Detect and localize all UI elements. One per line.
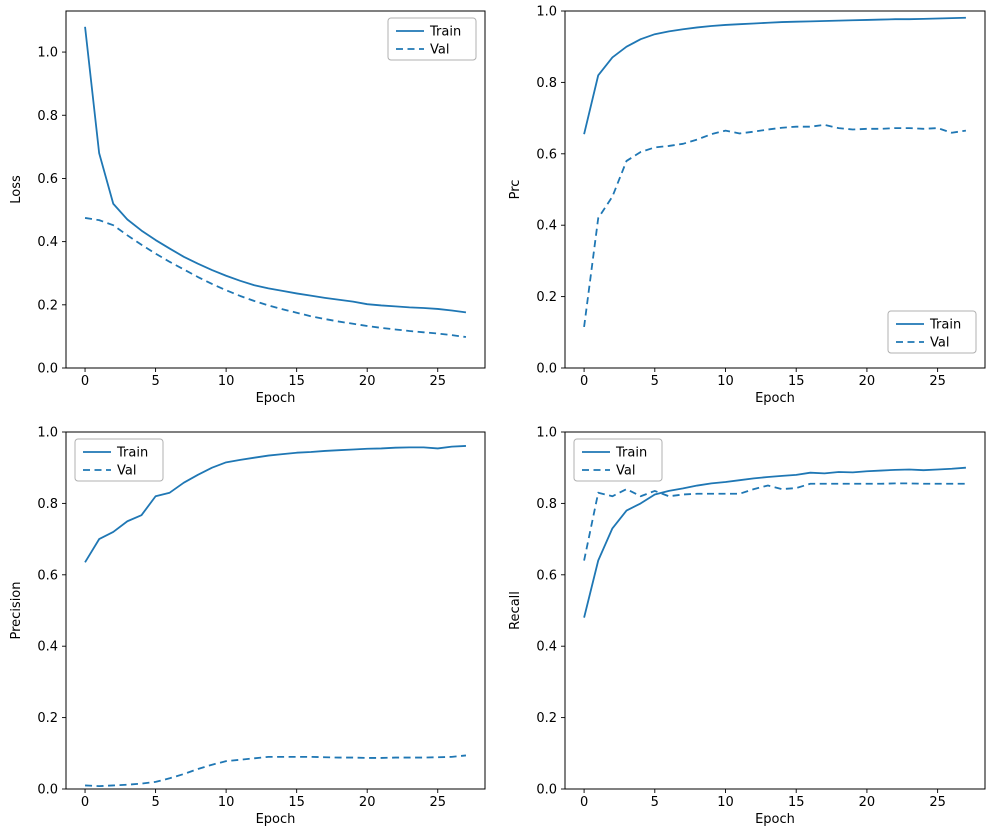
prc-ylabel: Prc	[508, 180, 523, 200]
prc-xtick-label: 0	[580, 374, 588, 389]
loss-plot-frame	[65, 10, 486, 369]
loss-ytick-label: 0.8	[37, 109, 58, 124]
loss-legend: Train Val	[387, 17, 477, 61]
recall-legend: Train Val	[573, 438, 663, 482]
recall-ylabel: Recall	[508, 591, 523, 630]
precision-train-line	[84, 445, 466, 563]
recall-xtick-label: 15	[788, 795, 805, 810]
precision-ytick-label: 0.0	[37, 783, 58, 798]
precision-ytick-label: 0.2	[37, 711, 58, 726]
prc-ytick-label: 0.0	[536, 362, 557, 377]
prc-legend-val-label: Val	[930, 336, 949, 351]
prc-xtick-label: 15	[788, 374, 805, 389]
precision-ytick-label: 0.8	[37, 497, 58, 512]
precision-ytick-label: 0.4	[37, 640, 58, 655]
recall-xlabel: Epoch	[755, 812, 795, 827]
loss-xtick-label: 5	[151, 374, 159, 389]
recall-plot-frame	[564, 431, 986, 790]
loss-ytick-label: 0.6	[37, 172, 58, 187]
recall-ytick-label: 0.0	[536, 783, 557, 798]
precision-legend: Train Val	[74, 438, 164, 482]
loss-ytick-label: 0.2	[37, 298, 58, 313]
prc-ytick-label: 0.2	[536, 290, 557, 305]
recall-ytick-label: 0.6	[536, 568, 557, 583]
recall-xtick-label: 5	[651, 795, 659, 810]
prc-legend: Train Val	[887, 310, 977, 354]
loss-val-line	[84, 217, 467, 338]
precision-xtick-label: 5	[151, 795, 159, 810]
precision-ytick-label: 1.0	[37, 426, 58, 441]
prc-ytick-label: 0.4	[536, 219, 557, 234]
chart-loss: 0 5 10 15 20 25 0.0 0.2 0.4 0.6 0.8 1.0 Epoch Loss Tra…	[9, 10, 486, 406]
recall-legend-train-label: Train	[615, 446, 647, 461]
precision-xtick-label: 25	[429, 795, 446, 810]
recall-val-line	[583, 482, 966, 561]
recall-xtick-label: 10	[717, 795, 734, 810]
prc-ytick-label: 0.6	[536, 147, 557, 162]
loss-ytick-label: 0.0	[37, 362, 58, 377]
loss-ytick-label: 1.0	[37, 46, 58, 61]
precision-plot-frame	[65, 431, 486, 790]
recall-xtick-label: 25	[929, 795, 946, 810]
prc-ytick-label: 1.0	[536, 5, 557, 20]
chart-precision: 0 5 10 15 20 25 0.0 0.2 0.4 0.6 0.8 1.0 Epoch Precisi…	[9, 426, 486, 827]
prc-train-line	[583, 16, 966, 135]
recall-ytick-label: 1.0	[536, 426, 557, 441]
precision-xtick-label: 0	[81, 795, 89, 810]
loss-xtick-label: 15	[288, 374, 305, 389]
recall-xtick-label: 20	[859, 795, 876, 810]
prc-ytick-label: 0.8	[536, 76, 557, 91]
loss-xtick-label: 20	[359, 374, 376, 389]
prc-legend-train-label: Train	[929, 318, 961, 333]
loss-xtick-label: 10	[218, 374, 235, 389]
recall-legend-val-label: Val	[616, 464, 635, 479]
recall-xtick-label: 0	[580, 795, 588, 810]
precision-xtick-label: 15	[288, 795, 305, 810]
prc-val-line	[583, 123, 967, 328]
loss-train-line	[84, 26, 467, 314]
precision-val-line	[85, 754, 467, 788]
loss-legend-train-label: Train	[429, 25, 461, 40]
loss-xtick-label: 25	[429, 374, 446, 389]
loss-xlabel: Epoch	[256, 391, 296, 406]
recall-ytick-label: 0.4	[536, 640, 557, 655]
prc-xlabel: Epoch	[755, 391, 795, 406]
recall-ytick-label: 0.2	[536, 711, 557, 726]
chart-prc: 0 5 10 15 20 25 0.0 0.2 0.4 0.6 0.8 1.0 Epoch Prc Trai…	[508, 5, 986, 406]
precision-xtick-label: 20	[359, 795, 376, 810]
precision-ylabel: Precision	[9, 581, 24, 639]
chart-recall: 0 5 10 15 20 25 0.0 0.2 0.4 0.6 0.8 1.0 Epoch Recall T…	[508, 426, 986, 827]
recall-ytick-label: 0.8	[536, 497, 557, 512]
loss-ylabel: Loss	[9, 175, 24, 204]
recall-train-line	[583, 466, 966, 618]
precision-legend-val-label: Val	[117, 464, 136, 479]
precision-xtick-label: 10	[218, 795, 235, 810]
loss-legend-val-label: Val	[430, 43, 449, 58]
precision-ytick-label: 0.6	[37, 568, 58, 583]
prc-plot-frame	[564, 10, 986, 369]
precision-legend-train-label: Train	[116, 446, 148, 461]
prc-xtick-label: 5	[651, 374, 659, 389]
loss-ytick-label: 0.4	[37, 235, 58, 250]
loss-xtick-label: 0	[81, 374, 89, 389]
prc-xtick-label: 25	[929, 374, 946, 389]
prc-xtick-label: 10	[717, 374, 734, 389]
prc-xtick-label: 20	[859, 374, 876, 389]
precision-xlabel: Epoch	[256, 812, 296, 827]
